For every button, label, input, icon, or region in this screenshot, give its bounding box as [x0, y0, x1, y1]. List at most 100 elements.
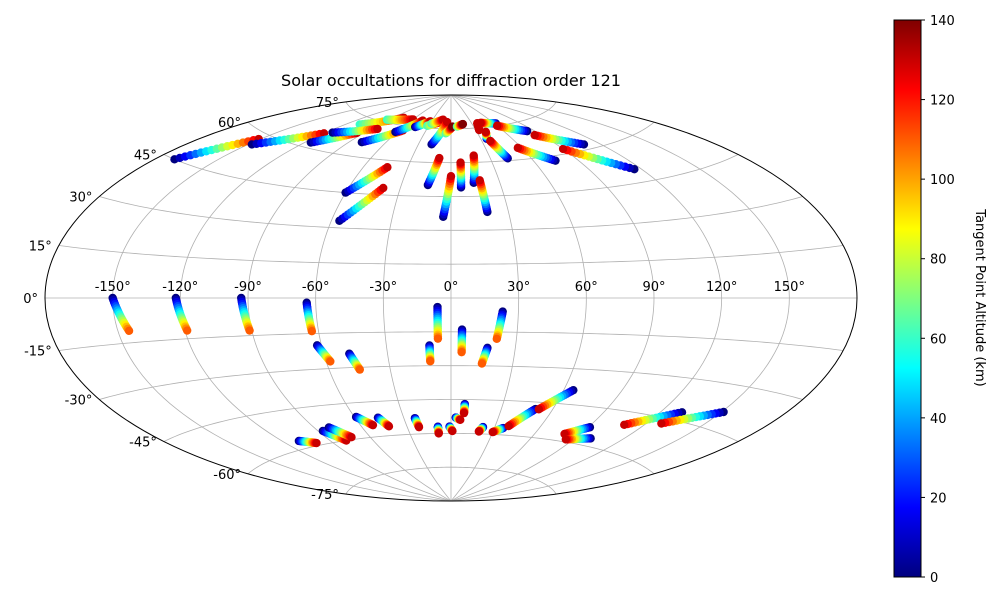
colorbar-tick-label: 140 [930, 14, 955, 29]
y-tick-label: 45° [134, 149, 157, 164]
occultation-point [492, 121, 502, 130]
y-tick-label: 15° [29, 240, 52, 255]
occultation-point [383, 163, 392, 172]
y-tick-label: -75° [311, 488, 339, 503]
occultation-point [481, 127, 490, 137]
y-tick-label: 30° [69, 191, 92, 206]
parallel-line [58, 245, 844, 265]
occultation-point [513, 143, 523, 153]
occultation-track [302, 298, 317, 336]
occultation-point [448, 426, 457, 436]
occultation-point [492, 334, 501, 344]
occultation-track [558, 144, 639, 174]
occultation-point [435, 153, 444, 163]
occultation-track [657, 407, 728, 428]
occultation-point [368, 420, 378, 430]
occultation-track [328, 124, 382, 137]
occultation-track [620, 408, 687, 429]
occultation-point [456, 158, 465, 167]
occultation-track [474, 422, 488, 436]
y-tick-labels: -75° -60° -45° -30° -15° 0° 15° 30° 45° 60° 75° [23, 96, 339, 503]
occultation-point [434, 429, 443, 438]
occultation-track [530, 130, 589, 149]
x-tick-labels: -150° -120° -90° -60° -30° 0° 30° 60° 90° 120° 150… [95, 280, 805, 295]
occultation-track [351, 412, 378, 430]
occultation-point [124, 326, 134, 336]
occultation-track [561, 434, 595, 444]
occultation-point [326, 357, 335, 366]
occultation-track [427, 117, 452, 149]
occultation-track [486, 136, 512, 163]
occultation-track [492, 121, 532, 136]
occultation-point [486, 136, 495, 146]
colorbar-tick-label: 40 [930, 412, 947, 427]
occultation-point [433, 334, 443, 343]
data-tracks [108, 113, 728, 448]
occultation-point [504, 421, 513, 431]
occultation-track [488, 423, 508, 437]
occultation-track [324, 423, 356, 442]
occultation-point [312, 438, 321, 448]
occultation-track [247, 129, 329, 149]
occultation-point [530, 130, 539, 140]
occultation-track [456, 158, 466, 192]
occultation-track [237, 293, 254, 335]
occultation-track [534, 385, 578, 414]
parallel-line [58, 331, 844, 351]
occultation-point [384, 422, 394, 431]
parallel-line [247, 121, 655, 164]
occultation-track [452, 119, 468, 131]
occultation-point [474, 427, 484, 436]
occultation-track [433, 302, 443, 343]
occultation-point [426, 357, 435, 366]
parallel-line [99, 196, 803, 231]
occultation-track [492, 307, 507, 344]
x-tick-label: 0° [444, 280, 459, 295]
occultation-track [477, 343, 492, 368]
colorbar-gradient [893, 19, 922, 578]
occultation-track [335, 183, 388, 226]
occultation-point [307, 327, 317, 336]
y-tick-label: 75° [316, 96, 339, 111]
occultation-track [457, 325, 467, 357]
occultation-point [657, 419, 666, 428]
occultation-point [534, 405, 544, 414]
occultation-track [504, 404, 540, 431]
occultation-point [347, 433, 356, 442]
colorbar-tick-label: 20 [930, 491, 947, 506]
occultation-point [476, 118, 485, 128]
occultation-point [245, 326, 254, 335]
map-outline [44, 94, 858, 502]
colorbar-tick-label: 100 [930, 173, 955, 188]
occultation-track [433, 422, 443, 438]
occultation-track [108, 293, 134, 336]
y-tick-label: -30° [65, 394, 93, 409]
occultation-point [475, 176, 484, 185]
occultation-point [319, 129, 329, 138]
occultation-point [459, 408, 469, 418]
projection-boundary [44, 94, 858, 502]
occultation-track [382, 115, 418, 125]
grid-lines [45, 94, 857, 502]
occultation-track [345, 349, 364, 374]
occultation-point [488, 427, 497, 437]
x-tick-label: 150° [774, 280, 805, 295]
occultation-track [439, 172, 456, 221]
occultation-point [561, 435, 571, 444]
occultation-point [620, 420, 629, 429]
occultation-track [445, 422, 457, 436]
colorbar-tick-label: 0 [930, 571, 938, 586]
occultation-point [558, 144, 568, 154]
x-tick-label: -30° [369, 280, 397, 295]
occultation-track [427, 115, 448, 128]
chart-title: Solar occultations for diffraction order… [281, 71, 621, 90]
occultation-track [451, 413, 465, 425]
y-tick-label: -60° [213, 468, 241, 483]
occultation-point [458, 119, 468, 129]
occultation-track [410, 413, 424, 432]
y-tick-label: -45° [129, 436, 157, 451]
parallel-line [99, 365, 803, 400]
occultation-track [425, 341, 435, 366]
y-tick-label: 60° [218, 116, 241, 131]
